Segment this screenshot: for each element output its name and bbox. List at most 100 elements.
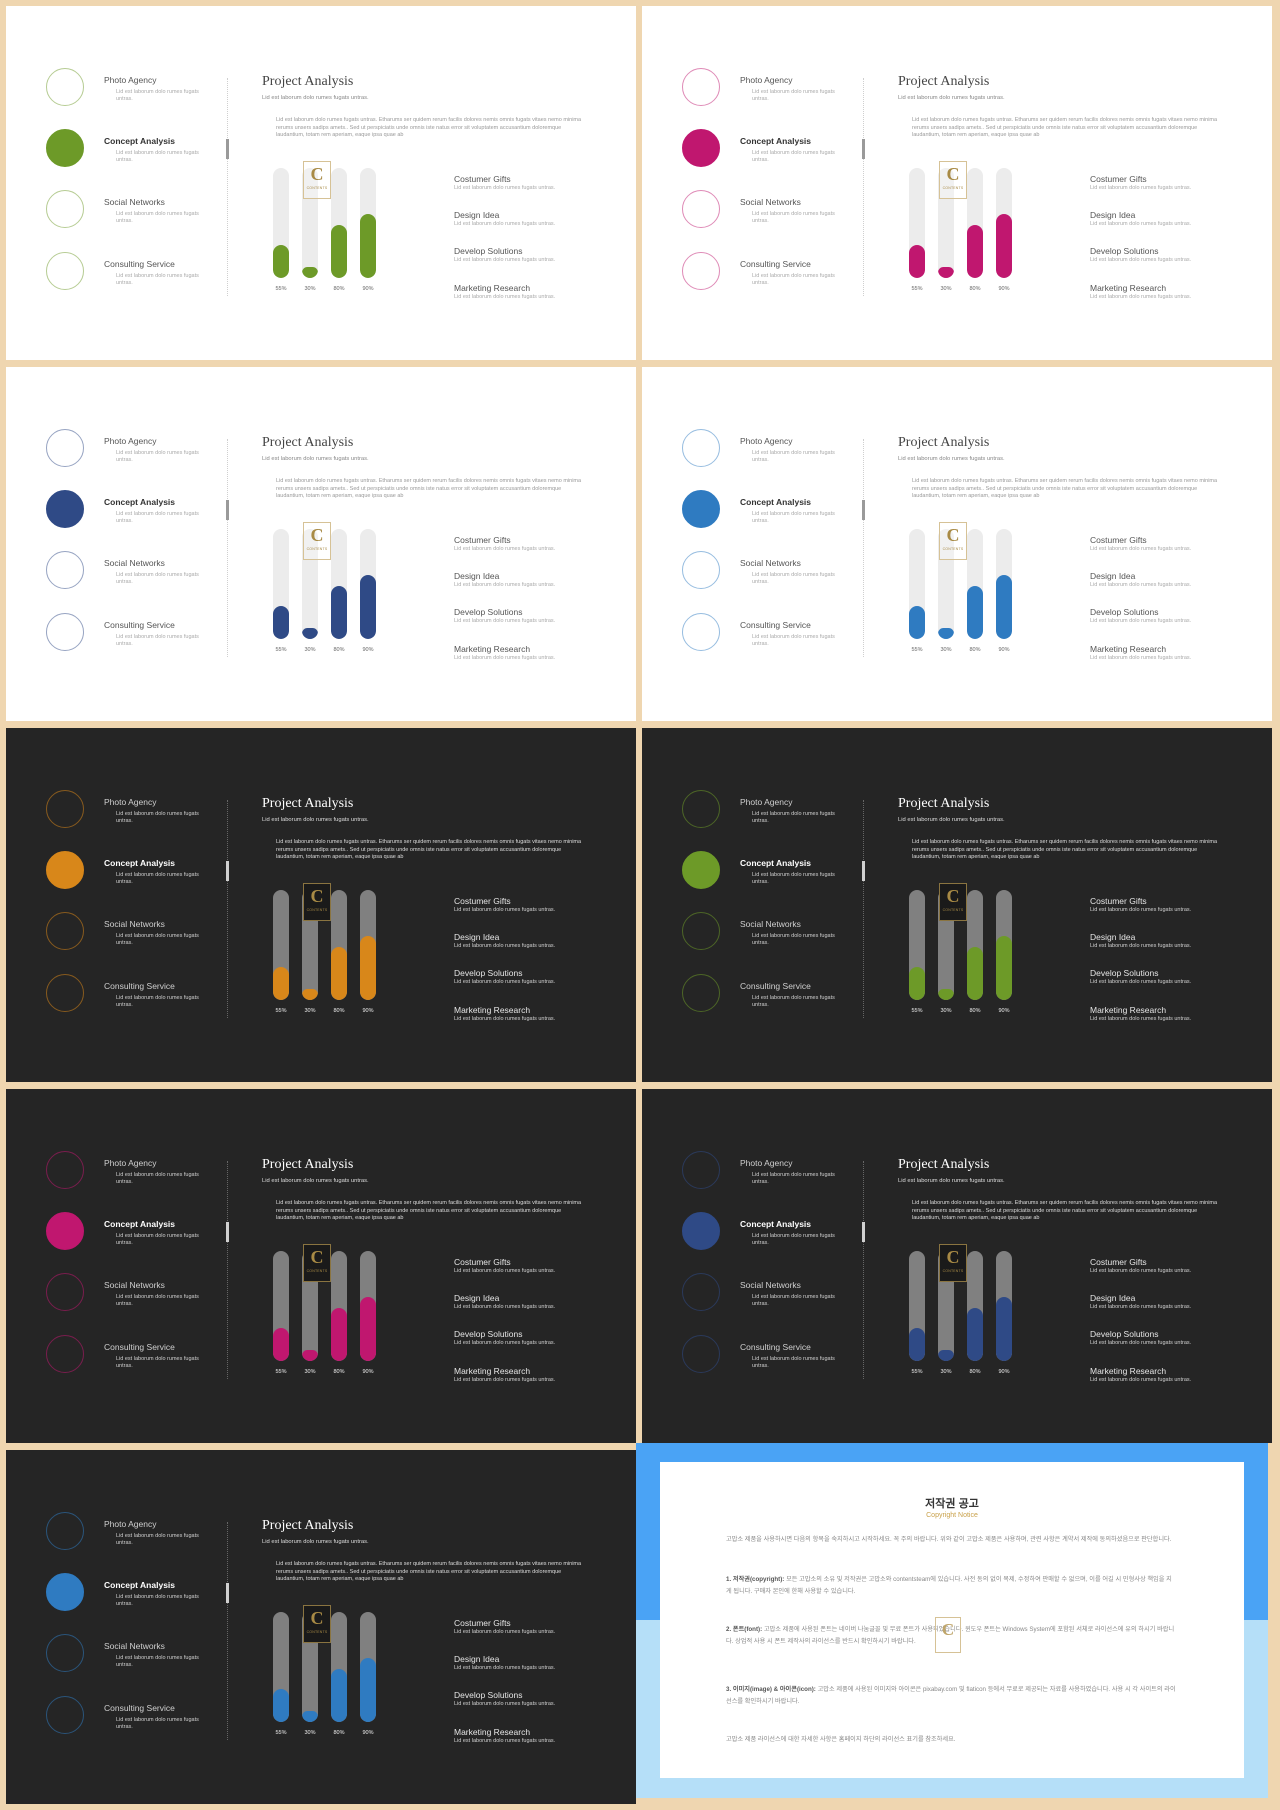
vertical-divider	[863, 800, 864, 1018]
slide-description: Lid est laborum dolo rumes fugats untras…	[276, 839, 582, 860]
bar-fill	[273, 967, 289, 1000]
bar-label: 90%	[998, 1369, 1010, 1375]
bar-fill	[360, 575, 376, 639]
left-item-title: Social Networks	[104, 919, 165, 929]
bar-label: 90%	[362, 1008, 374, 1014]
logo-text: CONTENTS	[942, 908, 964, 912]
item-circle	[682, 129, 720, 167]
bar-track	[967, 529, 983, 639]
slide-description: Lid est laborum dolo rumes fugats untras…	[912, 1200, 1218, 1221]
bar-track	[938, 529, 954, 639]
left-item-subtitle: Lid est laborum dolo rumes fugats untras…	[116, 1655, 199, 1668]
right-item-subtitle: Lid est laborum dolo rumes fugats untras…	[1090, 1016, 1192, 1022]
slide-description: Lid est laborum dolo rumes fugats untras…	[276, 117, 582, 138]
divider-marker	[226, 1583, 229, 1603]
bar-label: 80%	[333, 1008, 345, 1014]
left-item-subtitle: Lid est laborum dolo rumes fugats untras…	[116, 872, 199, 885]
bar-fill	[360, 1297, 376, 1361]
right-item-title: Marketing Research	[454, 283, 531, 293]
notice-logo: C	[935, 1617, 961, 1653]
right-item-title: Develop Solutions	[454, 246, 523, 256]
bar-label: 80%	[333, 647, 345, 653]
right-item-title: Costumer Gifts	[454, 1257, 511, 1267]
right-item-subtitle: Lid est laborum dolo rumes fugats untras…	[1090, 1340, 1192, 1346]
slide-description: Lid est laborum dolo rumes fugats untras…	[912, 839, 1218, 860]
logo-text: CONTENTS	[942, 1269, 964, 1273]
left-item-title: Concept Analysis	[740, 497, 812, 507]
logo-text: CONTENTS	[306, 1269, 328, 1273]
right-item-subtitle: Lid est laborum dolo rumes fugats untras…	[454, 221, 556, 227]
left-item-subtitle: Lid est laborum dolo rumes fugats untras…	[752, 933, 835, 946]
right-item-subtitle: Lid est laborum dolo rumes fugats untras…	[454, 1304, 556, 1310]
left-item-subtitle: Lid est laborum dolo rumes fugats untras…	[752, 1172, 835, 1185]
bar-track	[302, 168, 318, 278]
right-item-subtitle: Lid est laborum dolo rumes fugats untras…	[454, 257, 556, 263]
slide-title: Project Analysis	[898, 1157, 990, 1172]
slide-title: Project Analysis	[898, 435, 990, 450]
bar-fill	[909, 606, 925, 639]
bar-fill	[909, 245, 925, 278]
right-item-subtitle: Lid est laborum dolo rumes fugats untras…	[1090, 546, 1192, 552]
right-item-subtitle: Lid est laborum dolo rumes fugats untras…	[454, 185, 556, 191]
bar-label: 55%	[911, 286, 923, 292]
contents-logo: C CONTENTS	[939, 161, 967, 199]
left-item-subtitle: Lid est laborum dolo rumes fugats untras…	[116, 995, 199, 1008]
bar-label: 30%	[304, 1008, 316, 1014]
slide-subtitle: Lid est laborum dolo rumes fugats untras…	[898, 456, 1005, 462]
bar-label: 30%	[304, 1369, 316, 1375]
slide-subtitle: Lid est laborum dolo rumes fugats untras…	[262, 1539, 369, 1545]
logo-letter: C	[946, 525, 960, 545]
left-item-subtitle: Lid est laborum dolo rumes fugats untras…	[752, 872, 835, 885]
bar-track	[302, 529, 318, 639]
right-item-subtitle: Lid est laborum dolo rumes fugats untras…	[1090, 221, 1192, 227]
bar-label: 55%	[911, 1008, 923, 1014]
vertical-divider	[227, 1522, 228, 1740]
bar-fill	[909, 967, 925, 1000]
bar-fill	[302, 1350, 318, 1361]
bar-track	[938, 168, 954, 278]
right-item-subtitle: Lid est laborum dolo rumes fugats untras…	[454, 294, 556, 300]
divider-marker	[226, 861, 229, 881]
vertical-divider	[227, 78, 228, 296]
left-item-subtitle: Lid est laborum dolo rumes fugats untras…	[116, 811, 199, 824]
right-item-title: Design Idea	[1090, 1293, 1136, 1303]
bar-label: 80%	[333, 1730, 345, 1736]
left-item-title: Consulting Service	[740, 259, 811, 269]
left-item-subtitle: Lid est laborum dolo rumes fugats untras…	[116, 933, 199, 946]
notice-title: 저작권 공고	[925, 1498, 979, 1510]
item-circle	[46, 129, 84, 167]
item-circle	[46, 1573, 84, 1611]
bar-track	[909, 1251, 925, 1361]
bar-label: 55%	[275, 1369, 287, 1375]
left-item-subtitle: Lid est laborum dolo rumes fugats untras…	[752, 150, 835, 163]
right-item-title: Develop Solutions	[1090, 1329, 1159, 1339]
bar-fill	[938, 267, 954, 278]
contents-logo: C CONTENTS	[303, 161, 331, 199]
slide-subtitle: Lid est laborum dolo rumes fugats untras…	[898, 1178, 1005, 1184]
slide-3: Photo Agency Lid est laborum dolo rumes f…	[6, 367, 636, 721]
bar-label: 80%	[333, 286, 345, 292]
right-item-subtitle: Lid est laborum dolo rumes fugats untras…	[454, 618, 556, 624]
item-circle	[46, 1335, 84, 1373]
slide-title: Project Analysis	[898, 796, 990, 811]
left-item-title: Consulting Service	[104, 1342, 175, 1352]
right-item-subtitle: Lid est laborum dolo rumes fugats untras…	[454, 1377, 556, 1383]
right-item-subtitle: Lid est laborum dolo rumes fugats untras…	[454, 1268, 556, 1274]
bar-fill	[302, 1711, 318, 1722]
logo-letter: C	[946, 1247, 960, 1267]
bar-label: 55%	[911, 647, 923, 653]
vertical-divider	[863, 78, 864, 296]
item-circle	[682, 1212, 720, 1250]
contents-logo: C CONTENTS	[939, 522, 967, 560]
divider-marker	[226, 139, 229, 159]
divider-marker	[862, 861, 865, 881]
item-circle	[682, 429, 720, 467]
bar-fill	[967, 947, 983, 1000]
vertical-divider	[863, 1161, 864, 1379]
left-item-title: Photo Agency	[740, 1158, 793, 1168]
item-circle	[46, 490, 84, 528]
contents-logo: C CONTENTS	[303, 522, 331, 560]
bar-fill	[331, 947, 347, 1000]
slide-5: Photo Agency Lid est laborum dolo rumes f…	[6, 728, 636, 1082]
logo-text: CONTENTS	[306, 908, 328, 912]
